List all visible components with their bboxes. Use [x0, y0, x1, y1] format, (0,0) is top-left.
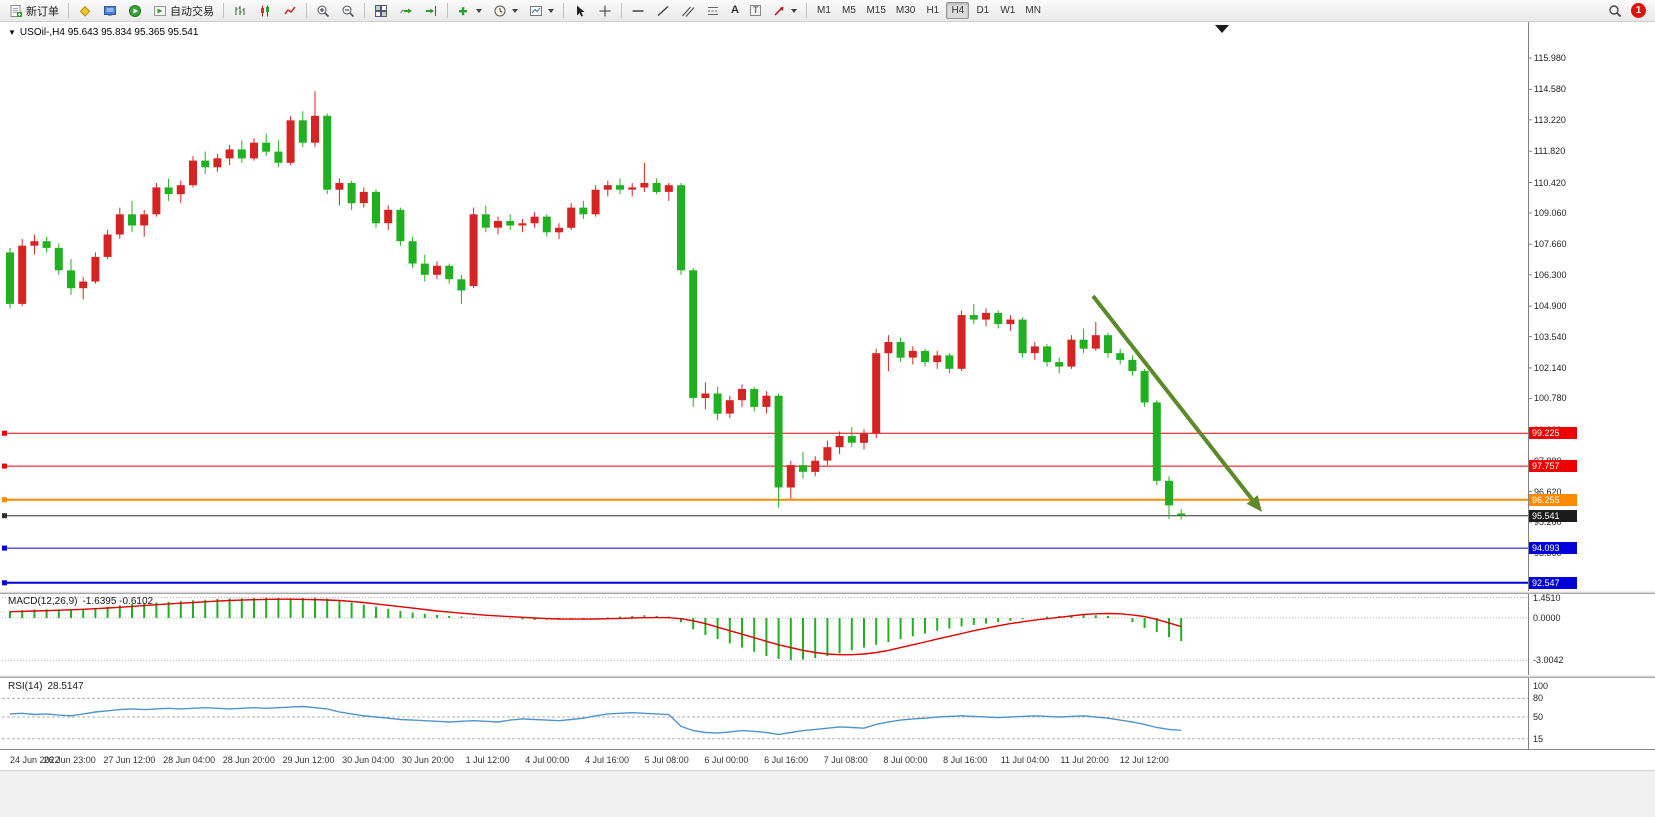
crosshair-button[interactable] — [593, 1, 617, 20]
toolbar-separator — [621, 3, 622, 18]
text-label-button[interactable]: T — [745, 1, 767, 20]
timeframe-button-M30[interactable]: M30 — [892, 2, 919, 19]
text-icon: A — [731, 4, 739, 16]
toolbar-separator — [223, 3, 224, 18]
horizontal-line-objects[interactable] — [2, 430, 1528, 586]
chevron-down-icon — [476, 8, 482, 13]
strategy-tester-button[interactable] — [123, 1, 147, 20]
horizontal-line-button[interactable] — [626, 1, 650, 20]
main-toolbar: 新订单 自动交易 — [0, 0, 1655, 22]
tile-windows-icon — [374, 4, 388, 18]
equidistant-channel-icon — [681, 4, 695, 18]
autotrading-label: 自动交易 — [170, 5, 214, 18]
chart-shift-marker[interactable] — [1215, 25, 1229, 33]
timeframe-button-H1[interactable]: H1 — [921, 2, 944, 19]
crosshair-icon — [598, 4, 612, 18]
fibonacci-icon — [706, 4, 720, 18]
toolbar-separator — [563, 3, 564, 18]
chevron-down-icon — [791, 8, 798, 13]
autotrading-icon — [153, 4, 167, 18]
timeframe-button-MN[interactable]: MN — [1021, 2, 1045, 19]
tile-windows-button[interactable] — [369, 1, 393, 20]
status-bar — [0, 770, 1655, 817]
macd-plot — [2, 597, 1528, 661]
new-order-icon — [9, 4, 23, 18]
trend-arrow-object[interactable] — [1091, 294, 1262, 512]
text-label-icon: T — [749, 5, 762, 16]
arrow-symbol-icon — [772, 4, 786, 18]
chevron-down-icon — [548, 8, 554, 13]
toolbar-separator — [306, 3, 307, 18]
toolbar-separator — [806, 3, 808, 18]
rsi-pane[interactable] — [0, 678, 1655, 749]
arrows-tool-button[interactable] — [767, 1, 802, 20]
search-button[interactable] — [1603, 1, 1627, 20]
line-chart-icon — [283, 4, 297, 18]
zoom-out-button[interactable] — [336, 1, 360, 20]
strategy-tester-icon — [128, 4, 142, 18]
fibonacci-button[interactable] — [701, 1, 725, 20]
trendline-button[interactable] — [651, 1, 675, 20]
candlestick-button[interactable] — [253, 1, 277, 20]
search-icon — [1608, 4, 1622, 18]
new-order-button[interactable]: 新订单 — [4, 1, 64, 20]
clock-icon — [493, 4, 507, 18]
equidistant-channel-button[interactable] — [676, 1, 700, 20]
indicators-button[interactable] — [452, 1, 487, 20]
auto-scroll-icon — [399, 4, 413, 18]
auto-scroll-button[interactable] — [394, 1, 418, 20]
cursor-icon — [573, 4, 587, 18]
notification-badge[interactable]: 1 — [1631, 3, 1646, 18]
timeframe-button-W1[interactable]: W1 — [996, 2, 1019, 19]
data-window-button[interactable] — [98, 1, 122, 20]
rsi-plot — [2, 697, 1528, 740]
timeframe-button-M15[interactable]: M15 — [862, 2, 889, 19]
new-order-label: 新订单 — [26, 5, 59, 18]
add-indicator-icon — [457, 4, 471, 18]
cursor-button[interactable] — [568, 1, 592, 20]
periods-button[interactable] — [488, 1, 523, 20]
zoom-in-button[interactable] — [311, 1, 335, 20]
timeframe-group: M1 M5 M15 M30 H1 H4 D1 W1 MN — [811, 2, 1045, 19]
bar-chart-icon — [233, 4, 247, 18]
zoom-in-icon — [316, 4, 330, 18]
timeframe-button-M5[interactable]: M5 — [837, 2, 860, 19]
data-window-icon — [103, 4, 117, 18]
candlestick-series — [6, 91, 1186, 520]
time-axis[interactable] — [0, 749, 1655, 771]
pane-splitter-macd[interactable] — [0, 591, 1655, 594]
chart-shift-icon — [424, 4, 438, 18]
line-chart-button[interactable] — [278, 1, 302, 20]
timeframe-button-D1[interactable]: D1 — [971, 2, 994, 19]
metaeditor-button[interactable] — [73, 1, 97, 20]
templates-button[interactable] — [524, 1, 559, 20]
toolbar-separator — [364, 3, 365, 18]
chevron-down-icon — [512, 8, 518, 13]
template-icon — [529, 4, 543, 18]
toolbar-separator — [447, 3, 448, 18]
zoom-out-icon — [341, 4, 355, 18]
text-button[interactable]: A — [726, 1, 744, 20]
timeframe-button-M1[interactable]: M1 — [812, 2, 835, 19]
trendline-icon — [656, 4, 670, 18]
autotrading-button[interactable]: 自动交易 — [148, 1, 219, 20]
timeframe-button-H4[interactable]: H4 — [946, 2, 970, 19]
bar-chart-button[interactable] — [228, 1, 252, 20]
toolbar-separator — [68, 3, 69, 18]
chart-shift-button[interactable] — [419, 1, 443, 20]
price-pane[interactable] — [0, 22, 1655, 591]
candlestick-icon — [258, 4, 272, 18]
metaeditor-icon — [78, 4, 92, 18]
pane-splitter-rsi[interactable] — [0, 675, 1655, 678]
horizontal-line-icon — [631, 4, 645, 18]
